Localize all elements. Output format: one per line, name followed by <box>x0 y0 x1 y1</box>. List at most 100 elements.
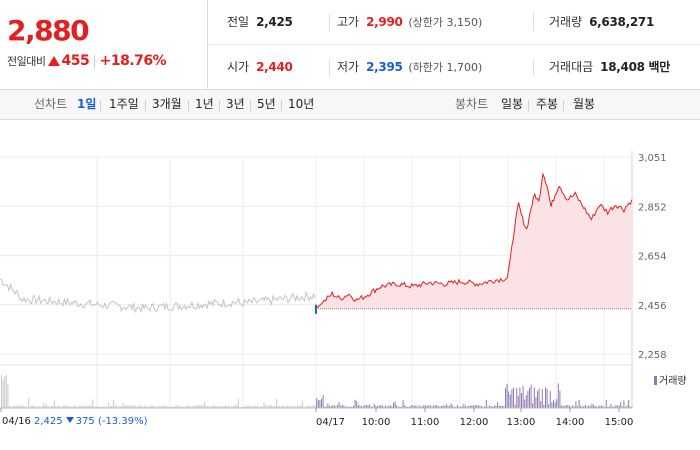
volume-bar <box>375 405 377 408</box>
volume-bar <box>481 406 482 408</box>
volume-bar <box>180 406 182 408</box>
volume-bar <box>84 405 86 408</box>
prev-close-value: 2,425 <box>256 15 293 29</box>
volume-bar <box>229 406 231 408</box>
volume-bar <box>20 405 22 408</box>
volume-bar <box>516 388 518 408</box>
volume-bar <box>412 405 414 408</box>
volume-bar <box>479 405 481 408</box>
volume-bar <box>404 405 406 408</box>
previous-day-series <box>0 278 316 314</box>
prev-day-change: 375 <box>75 416 95 427</box>
volume-bar <box>55 405 57 408</box>
volume-bar <box>255 405 257 408</box>
volume-bar <box>449 405 450 408</box>
volume-bar <box>177 406 178 408</box>
volume-bar <box>143 406 145 408</box>
volume-bar <box>2 380 4 408</box>
volume-bar <box>193 405 194 408</box>
volume-bar <box>234 405 236 408</box>
volume-legend: 거래량 <box>654 372 687 387</box>
volume-bar <box>367 405 369 408</box>
volume-bar <box>511 389 513 408</box>
volume-bar <box>130 405 132 408</box>
volume-bar <box>324 406 326 408</box>
volume-bar <box>596 406 598 408</box>
y-tick-label: 2,456 <box>638 301 667 312</box>
tab-1-day[interactable]: 1일 <box>77 97 97 111</box>
volume-bar <box>89 405 90 408</box>
volume-bar <box>617 405 618 408</box>
volume-bar <box>277 405 279 408</box>
volume-bar <box>151 405 153 408</box>
volume-bar <box>620 402 622 408</box>
volume-bar <box>466 406 468 408</box>
volume-bar <box>517 396 519 408</box>
y-axis: 3,051 2,852 2,654 2,456 2,258 <box>638 153 667 361</box>
tab-3-years[interactable]: 3년 <box>226 97 245 111</box>
volume-bar <box>631 406 633 408</box>
volume-bar <box>581 406 583 408</box>
volume-bar <box>169 406 170 408</box>
volume-bar <box>172 406 174 408</box>
volume-bar <box>101 406 103 408</box>
volume-bar <box>263 402 265 408</box>
volume-bar <box>533 387 535 408</box>
volume-bar <box>57 406 58 408</box>
tab-monthly-candle[interactable]: 월봉 <box>573 97 596 111</box>
volume-bar <box>202 405 204 408</box>
volume-bar <box>215 406 217 408</box>
tab-daily-candle[interactable]: 일봉 <box>501 97 524 111</box>
volume-bar <box>260 406 262 408</box>
volume-bar <box>119 405 121 408</box>
volume-bar <box>106 406 108 408</box>
tab-10-years[interactable]: 10년 <box>288 97 315 111</box>
volume-bar <box>79 405 81 408</box>
upper-limit: (상한가 3,150) <box>408 16 483 29</box>
volume-bar <box>445 404 447 408</box>
x-tick-label: 11:00 <box>411 417 440 428</box>
tab-5-years[interactable]: 5년 <box>257 97 276 111</box>
volume-bar <box>597 406 599 408</box>
tab-weekly-candle[interactable]: 주봉 <box>536 97 559 111</box>
price-chart-svg: 3,051 2,852 2,654 2,456 2,258 04/17 10:00 11:0… <box>0 121 700 450</box>
volume-bar <box>426 405 428 408</box>
volume-bar <box>247 406 249 408</box>
stat-trade-value: 거래대금 18,408 백만 <box>549 45 670 90</box>
volume-bar <box>303 406 305 408</box>
tab-separator <box>281 100 282 111</box>
y-tick-label: 3,051 <box>638 153 667 164</box>
volume-bar <box>623 400 625 408</box>
tab-1-year[interactable]: 1년 <box>195 97 214 111</box>
volume-bar <box>58 405 60 408</box>
volume-bar <box>513 387 514 408</box>
volume-bar <box>220 406 222 408</box>
stat-open: 시가 2,440 <box>227 45 293 90</box>
change-value: 455 <box>61 53 90 69</box>
volume-bar <box>18 405 20 408</box>
volume-bar <box>546 388 548 408</box>
volume-bar <box>154 406 156 408</box>
tab-1-week[interactable]: 1주일 <box>109 97 139 111</box>
volume-bar <box>410 405 412 408</box>
volume-bar <box>68 406 70 408</box>
volume-bar <box>447 405 449 408</box>
volume-bar <box>218 406 220 408</box>
volume-bar <box>98 406 100 408</box>
volume-bar <box>383 406 385 408</box>
volume-bar <box>473 405 474 408</box>
volume-bar <box>236 405 238 408</box>
volume-bar <box>306 406 308 408</box>
tab-3-months[interactable]: 3개월 <box>152 97 182 111</box>
volume-bar <box>602 406 604 408</box>
volume-bar <box>564 405 566 408</box>
volume-bar <box>133 405 135 408</box>
volume-bar <box>348 406 350 408</box>
volume-bar <box>505 388 506 408</box>
change-separator: | <box>92 54 97 69</box>
volume-bar <box>553 400 554 408</box>
volume-bar <box>244 406 246 408</box>
volume-bar <box>44 405 46 408</box>
volume-bar <box>601 405 602 408</box>
today-area-fill <box>316 174 632 309</box>
